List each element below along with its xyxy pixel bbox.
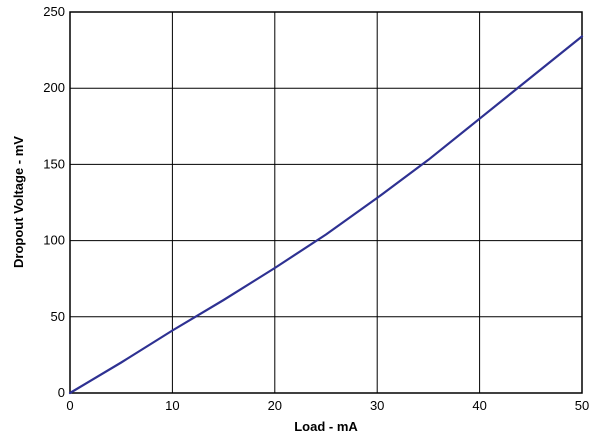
y-axis-label: Dropout Voltage - mV <box>11 136 26 268</box>
x-tick-label: 40 <box>472 398 486 413</box>
y-axis-ticks: 0 50 100 150 200 250 <box>43 4 65 400</box>
x-tick-label: 30 <box>370 398 384 413</box>
y-tick-label: 200 <box>43 80 65 95</box>
x-tick-label: 0 <box>66 398 73 413</box>
y-tick-label: 250 <box>43 4 65 19</box>
y-tick-label: 100 <box>43 233 65 248</box>
plot-frame <box>69 11 583 394</box>
series-line-0 <box>68 35 584 395</box>
chart-grid <box>69 11 583 394</box>
x-axis-ticks: 0 10 20 30 40 50 <box>66 398 589 413</box>
x-axis-label: Load - mA <box>294 419 358 434</box>
series-layer <box>68 35 584 395</box>
x-tick-label: 50 <box>575 398 589 413</box>
x-tick-label: 20 <box>268 398 282 413</box>
x-tick-label: 10 <box>165 398 179 413</box>
y-tick-label: 150 <box>43 156 65 171</box>
y-tick-label: 0 <box>58 385 65 400</box>
y-tick-label: 50 <box>51 309 65 324</box>
